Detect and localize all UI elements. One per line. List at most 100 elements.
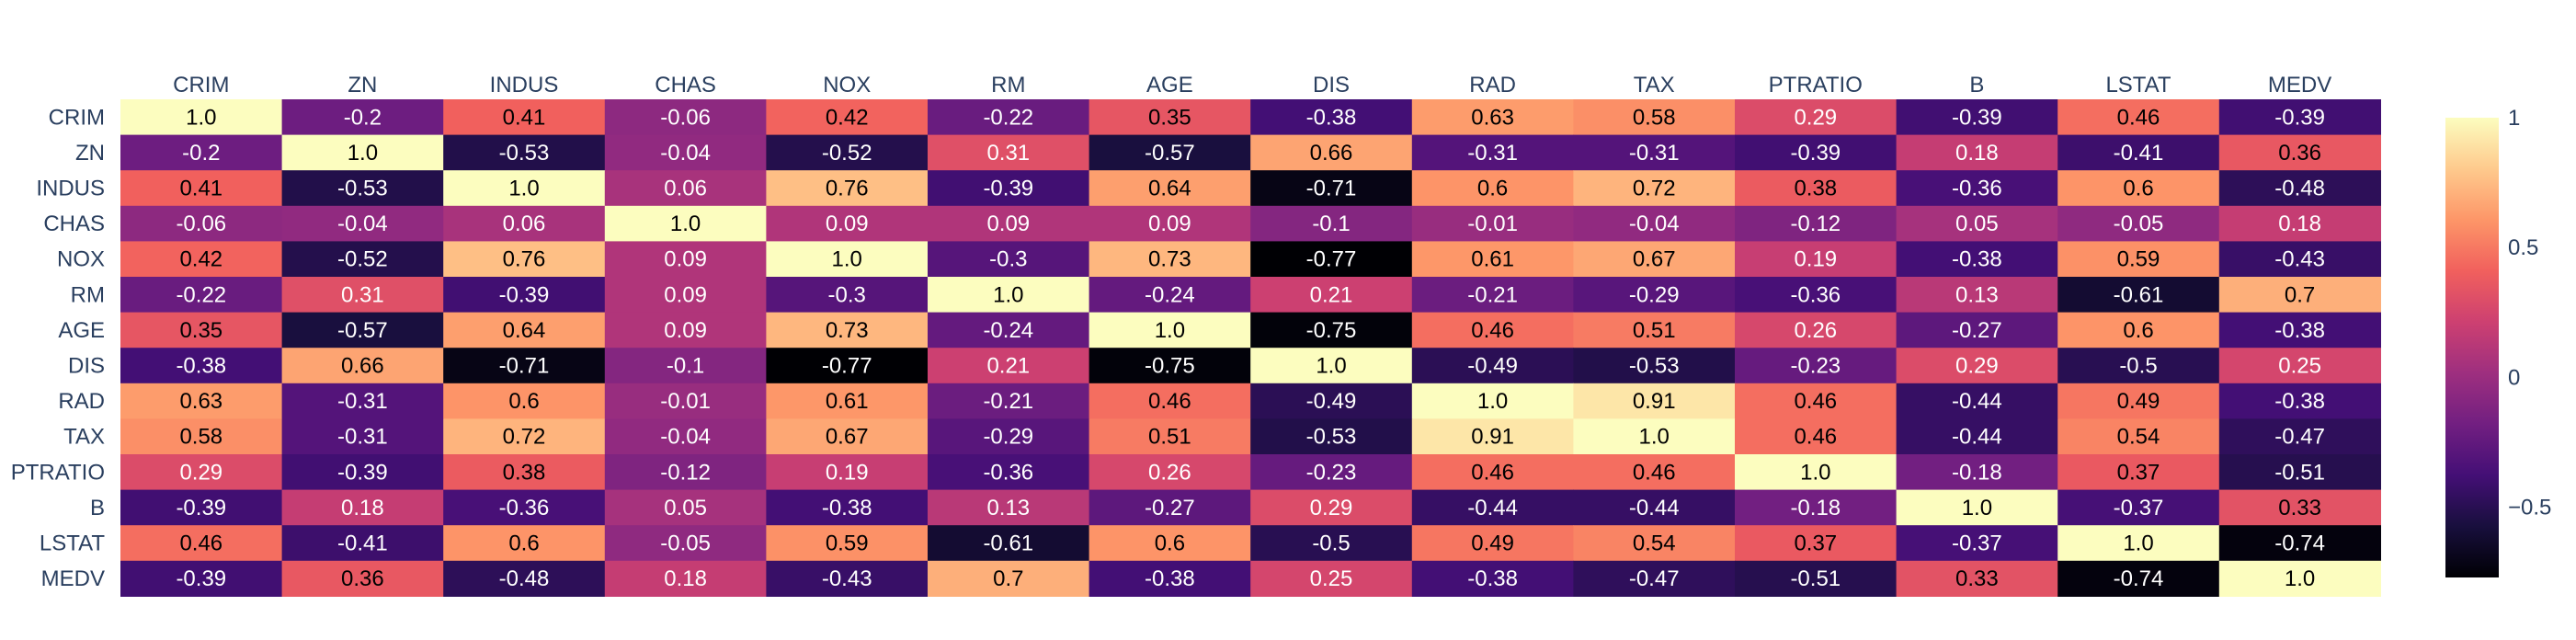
x-tick-label-CHAS: CHAS [655,73,716,97]
heatmap-cell-PTRATIO-ZN [281,454,444,491]
cell-value-MEDV-TAX: -0.47 [1629,566,1680,591]
cell-value-ZN-CRIM: -0.2 [182,141,220,166]
cell-value-ZN-PTRATIO: -0.39 [1790,141,1841,166]
y-tick-label-ZN: ZN [75,141,105,166]
heatmap-cell-NOX-DIS [1250,241,1413,278]
heatmap-cell-PTRATIO-B [1896,454,2058,491]
heatmap-cell-CHAS-MEDV [2218,205,2381,242]
heatmap-cell-INDUS-DIS [1250,170,1413,207]
cell-value-CRIM-CHAS: -0.06 [660,105,711,130]
cell-value-LSTAT-TAX: 0.54 [1633,531,1676,556]
cell-value-RM-CHAS: 0.09 [664,282,707,307]
heatmap-cell-AGE-TAX [1573,312,1736,349]
y-tick-label-LSTAT: LSTAT [40,531,105,556]
cell-value-TAX-ZN: -0.31 [337,425,388,450]
heatmap-cell-AGE-PTRATIO [1735,312,1898,349]
heatmap-cell-ZN-LSTAT [2057,134,2220,171]
heatmap-cell-AGE-B [1896,312,2058,349]
cell-value-NOX-LSTAT: 0.59 [2117,247,2160,272]
heatmap-cell-MEDV-NOX [766,560,929,597]
heatmap-cell-TAX-ZN [281,418,444,455]
heatmap-cell-CHAS-AGE [1089,205,1251,242]
cell-value-PTRATIO-DIS: -0.23 [1306,460,1357,485]
heatmap-cell-LSTAT-DIS [1250,525,1413,562]
cell-value-PTRATIO-AGE: 0.26 [1148,460,1191,485]
heatmap-cell-RM-CRIM [120,277,283,314]
heatmap-cell-DIS-MEDV [2218,348,2381,384]
heatmap-cell-CHAS-NOX [766,205,929,242]
cell-value-RM-CRIM: -0.22 [176,282,226,307]
cell-value-RAD-PTRATIO: 0.46 [1794,389,1837,414]
cell-value-INDUS-AGE: 0.64 [1148,177,1191,201]
cell-value-INDUS-ZN: -0.53 [337,177,388,201]
heatmap-cell-MEDV-DIS [1250,560,1413,597]
cell-value-ZN-ZN: 1.0 [348,141,378,166]
cell-value-AGE-ZN: -0.57 [337,318,388,343]
colorbar-tick-label-1: 0.5 [2508,235,2538,260]
cell-value-AGE-NOX: 0.73 [826,318,869,343]
heatmap-cell-DIS-NOX [766,348,929,384]
heatmap-cell-CHAS-CRIM [120,205,283,242]
cell-value-NOX-ZN: -0.52 [337,247,388,272]
cell-value-AGE-CHAS: 0.09 [664,318,707,343]
cell-value-ZN-B: 0.18 [1955,141,1999,166]
cell-value-PTRATIO-RAD: 0.46 [1471,460,1514,485]
heatmap-cell-PTRATIO-INDUS [443,454,606,491]
heatmap-cell-DIS-RAD [1411,348,1574,384]
cell-value-NOX-CRIM: 0.42 [179,247,222,272]
heatmap-cell-ZN-MEDV [2218,134,2381,171]
heatmap-cell-CHAS-RM [928,205,1090,242]
heatmap-cell-INDUS-PTRATIO [1735,170,1898,207]
x-tick-label-PTRATIO: PTRATIO [1769,73,1863,97]
cell-value-AGE-DIS: -0.75 [1306,318,1357,343]
heatmap-cell-CRIM-RM [928,99,1090,136]
cell-value-LSTAT-PTRATIO: 0.37 [1794,531,1837,556]
cell-value-RM-TAX: -0.29 [1629,282,1680,307]
heatmap-cell-LSTAT-RM [928,525,1090,562]
heatmap-cell-AGE-DIS [1250,312,1413,349]
cell-value-CHAS-CHAS: 1.0 [670,211,701,236]
cell-value-RAD-INDUS: 0.6 [508,389,539,414]
heatmap-cell-NOX-INDUS [443,241,606,278]
cell-value-RM-INDUS: -0.39 [499,282,550,307]
heatmap-cell-NOX-NOX [766,241,929,278]
y-tick-label-CRIM: CRIM [49,105,105,130]
heatmap-cell-DIS-PTRATIO [1735,348,1898,384]
heatmap-cell-RM-NOX [766,277,929,314]
x-tick-label-RAD: RAD [1469,73,1516,97]
heatmap-cell-NOX-CHAS [604,241,767,278]
heatmap-cell-TAX-INDUS [443,418,606,455]
heatmap-cell-RM-DIS [1250,277,1413,314]
heatmap-cell-ZN-TAX [1573,134,1736,171]
heatmap-cell-MEDV-PTRATIO [1735,560,1898,597]
cell-value-B-ZN: 0.18 [341,496,384,520]
cell-value-RM-LSTAT: -0.61 [2114,282,2164,307]
cell-value-RAD-MEDV: -0.38 [2274,389,2325,414]
cell-value-MEDV-MEDV: 1.0 [2285,566,2315,591]
cell-value-TAX-DIS: -0.53 [1306,425,1357,450]
cell-value-DIS-CHAS: -0.1 [667,354,704,379]
heatmap-cell-RAD-ZN [281,383,444,419]
x-axis: CRIM ZN INDUS CHAS NOX RM AGE DIS RAD TAX PTRATIO B… [173,73,2331,97]
y-axis: CRIM ZN INDUS CHAS NOX RM AGE DIS RAD TAX PTRATIO B… [11,105,106,591]
cell-value-TAX-AGE: 0.51 [1148,425,1191,450]
heatmap-cell-AGE-RAD [1411,312,1574,349]
cell-value-LSTAT-DIS: -0.5 [1312,531,1350,556]
cell-value-NOX-NOX: 1.0 [832,247,862,272]
heatmap-cell-PTRATIO-TAX [1573,454,1736,491]
colorbar-tick-label-3: −0.5 [2508,496,2551,520]
cell-value-TAX-TAX: 1.0 [1639,425,1670,450]
heatmap-cell-LSTAT-LSTAT [2057,525,2220,562]
cell-value-CHAS-RAD: -0.01 [1467,211,1518,236]
heatmap-cell-ZN-AGE [1089,134,1251,171]
y-tick-label-RAD: RAD [58,389,105,414]
cell-value-PTRATIO-NOX: 0.19 [826,460,869,485]
cell-value-ZN-LSTAT: -0.41 [2114,141,2164,166]
cell-value-INDUS-MEDV: -0.48 [2274,177,2325,201]
cell-value-PTRATIO-MEDV: -0.51 [2274,460,2325,485]
cell-value-ZN-INDUS: -0.53 [499,141,550,166]
y-tick-label-TAX: TAX [63,425,105,450]
heatmap-cell-MEDV-CHAS [604,560,767,597]
colorbar-tick-label-0: 1 [2508,106,2520,131]
cell-value-INDUS-LSTAT: 0.6 [2123,177,2153,201]
